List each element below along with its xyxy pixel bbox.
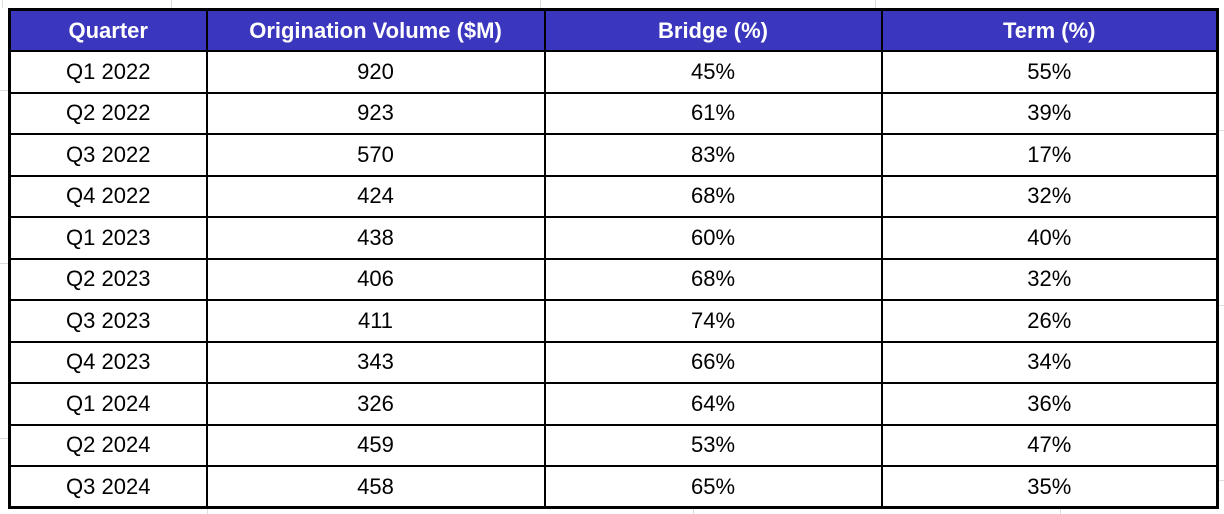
spreadsheet-gridline [171,0,172,8]
column-header-bridge[interactable]: Bridge (%) [543,8,883,52]
cell-term[interactable]: 34% [880,340,1219,384]
cell-volume[interactable]: 438 [205,216,546,260]
spreadsheet-gridline [2,0,3,8]
table-row: Q3 2022 570 83% 17% [8,133,1219,177]
spreadsheet-gridline [693,506,694,514]
cell-volume[interactable]: 326 [205,382,546,426]
cell-bridge[interactable]: 65% [543,465,883,509]
column-header-quarter[interactable]: Quarter [8,8,208,52]
cell-volume[interactable]: 343 [205,340,546,384]
origination-volume-table: Quarter Origination Volume ($M) Bridge (%)… [8,8,1219,509]
cell-term[interactable]: 17% [880,133,1219,177]
cell-volume[interactable]: 406 [205,257,546,301]
cell-bridge[interactable]: 74% [543,299,883,343]
cell-term[interactable]: 36% [880,382,1219,426]
cell-bridge[interactable]: 60% [543,216,883,260]
cell-volume[interactable]: 411 [205,299,546,343]
spreadsheet-gridline [1216,305,1224,306]
column-header-volume[interactable]: Origination Volume ($M) [205,8,546,52]
cell-quarter[interactable]: Q2 2024 [8,423,208,467]
cell-bridge[interactable]: 45% [543,50,883,94]
cell-quarter[interactable]: Q4 2023 [8,340,208,384]
cell-bridge[interactable]: 53% [543,423,883,467]
column-header-term[interactable]: Term (%) [880,8,1219,52]
spreadsheet-gridline [1216,480,1224,481]
cell-volume[interactable]: 424 [205,174,546,218]
cell-volume[interactable]: 920 [205,50,546,94]
spreadsheet-gridline [207,506,208,514]
cell-term[interactable]: 26% [880,299,1219,343]
spreadsheet-gridline [1216,130,1224,131]
cell-quarter[interactable]: Q2 2023 [8,257,208,301]
cell-bridge[interactable]: 66% [543,340,883,384]
spreadsheet-gridline [0,263,8,264]
table-row: Q4 2022 424 68% 32% [8,174,1219,218]
cell-term[interactable]: 32% [880,257,1219,301]
cell-term[interactable]: 32% [880,174,1219,218]
cell-quarter[interactable]: Q4 2022 [8,174,208,218]
table-row: Q1 2022 920 45% 55% [8,50,1219,94]
cell-term[interactable]: 40% [880,216,1219,260]
cell-term[interactable]: 55% [880,50,1219,94]
table-row: Q2 2023 406 68% 32% [8,257,1219,301]
cell-volume[interactable]: 923 [205,91,546,135]
spreadsheet-gridline [0,90,8,91]
cell-bridge[interactable]: 68% [543,257,883,301]
cell-quarter[interactable]: Q3 2023 [8,299,208,343]
cell-bridge[interactable]: 68% [543,174,883,218]
cell-quarter[interactable]: Q1 2023 [8,216,208,260]
cell-quarter[interactable]: Q1 2022 [8,50,208,94]
spreadsheet-gridline [875,0,876,8]
table-row: Q2 2022 923 61% 39% [8,91,1219,135]
cell-bridge[interactable]: 61% [543,91,883,135]
cell-term[interactable]: 47% [880,423,1219,467]
cell-bridge[interactable]: 83% [543,133,883,177]
table-row: Q2 2024 459 53% 47% [8,423,1219,467]
spreadsheet-gridline [0,438,8,439]
cell-volume[interactable]: 458 [205,465,546,509]
cell-volume[interactable]: 459 [205,423,546,467]
header-row: Quarter Origination Volume ($M) Bridge (%)… [8,8,1219,52]
table-row: Q1 2023 438 60% 40% [8,216,1219,260]
cell-term[interactable]: 39% [880,91,1219,135]
spreadsheet-gridline [1060,506,1061,514]
table-row: Q1 2024 326 64% 36% [8,382,1219,426]
table-row: Q4 2023 343 66% 34% [8,340,1219,384]
cell-volume[interactable]: 570 [205,133,546,177]
cell-quarter[interactable]: Q1 2024 [8,382,208,426]
cell-bridge[interactable]: 64% [543,382,883,426]
cell-quarter[interactable]: Q2 2022 [8,91,208,135]
cell-quarter[interactable]: Q3 2024 [8,465,208,509]
table-row: Q3 2024 458 65% 35% [8,465,1219,509]
spreadsheet-gridline [540,0,541,8]
table-row: Q3 2023 411 74% 26% [8,299,1219,343]
cell-term[interactable]: 35% [880,465,1219,509]
cell-quarter[interactable]: Q3 2022 [8,133,208,177]
